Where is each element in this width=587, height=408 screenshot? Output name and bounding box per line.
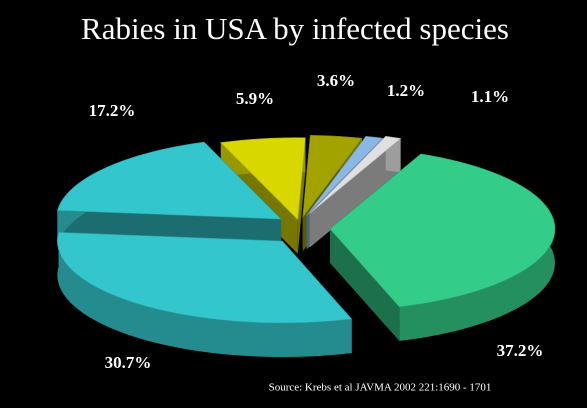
data-label: 30.7%: [105, 353, 152, 372]
data-label: 37.2%: [497, 341, 544, 360]
page: {"chart_data": {"type": "pie", "title": …: [0, 0, 587, 408]
data-label: 1.1%: [471, 87, 509, 106]
data-label: 3.6%: [317, 71, 355, 90]
data-label: 17.2%: [89, 101, 136, 120]
chart: Rabies in USA by infected species Source…: [0, 0, 587, 408]
chart-title: Rabies in USA by infected species: [81, 11, 509, 46]
source-note: Source: Krebs et al JAVMA 2002 221:1690 …: [269, 382, 492, 394]
data-label: 5.9%: [236, 89, 274, 108]
data-label: 1.2%: [387, 81, 425, 100]
